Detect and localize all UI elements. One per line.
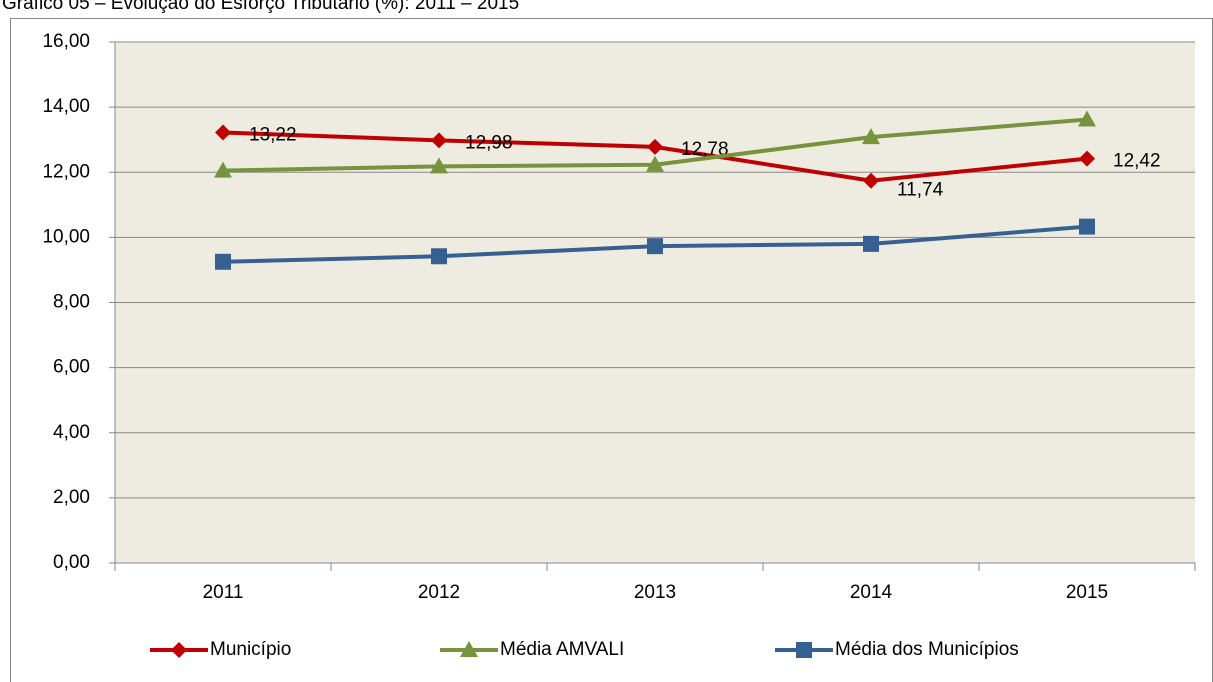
marker (1079, 218, 1095, 235)
marker (647, 138, 663, 155)
marker (431, 248, 447, 265)
marker (215, 124, 231, 141)
x-tick-label: 2013 (634, 582, 676, 603)
chart-title: Gráfico 05 – Evolução do Esforço Tributá… (2, 0, 519, 14)
y-tick-label: 16,00 (42, 31, 90, 52)
y-tick-label: 6,00 (53, 357, 90, 378)
y-tick-label: 2,00 (53, 487, 90, 508)
marker (863, 235, 879, 252)
legend-label: Município (210, 639, 291, 660)
marker (1079, 150, 1095, 167)
legend-label: Média AMVALI (500, 639, 624, 660)
marker (1078, 110, 1096, 127)
y-tick-label: 12,00 (42, 161, 90, 182)
x-tick-label: 2012 (418, 582, 460, 603)
marker (430, 157, 448, 174)
legend-label: Média dos Municípios (835, 639, 1019, 660)
data-label: 12,98 (465, 132, 513, 153)
marker (171, 642, 187, 658)
y-tick-label: 4,00 (53, 422, 90, 443)
marker (647, 238, 663, 255)
marker (431, 132, 447, 149)
x-tick-label: 2011 (203, 582, 244, 603)
data-label: 11,74 (897, 180, 944, 201)
marker (796, 642, 812, 658)
y-tick-label: 0,00 (53, 552, 90, 573)
data-label: 13,22 (249, 125, 297, 146)
x-tick-label: 2014 (850, 582, 893, 603)
marker (460, 641, 478, 657)
marker (646, 155, 664, 172)
marker (215, 253, 231, 270)
marker (214, 161, 232, 178)
marker (862, 128, 880, 145)
x-tick-label: 2015 (1066, 582, 1108, 603)
data-label: 12,78 (681, 139, 729, 160)
y-tick-label: 14,00 (42, 96, 90, 117)
data-label: 12,42 (1113, 151, 1161, 172)
y-tick-label: 8,00 (53, 292, 90, 313)
y-tick-label: 10,00 (42, 226, 90, 247)
marker (863, 172, 879, 189)
